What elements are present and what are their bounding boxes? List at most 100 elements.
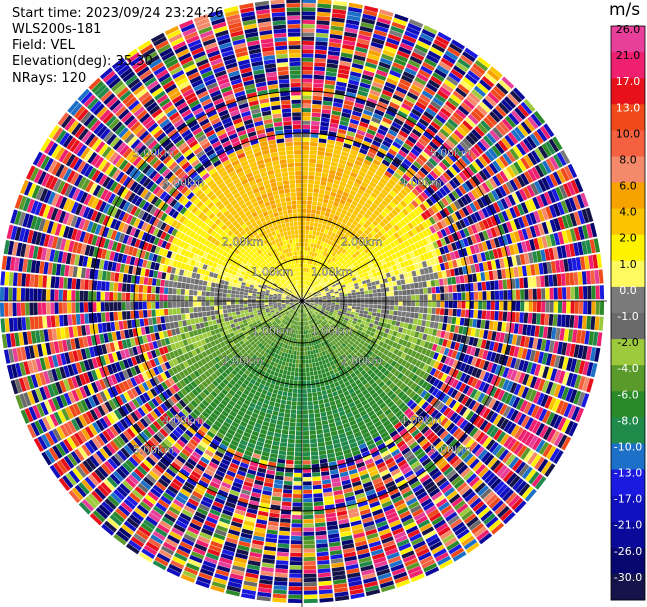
gate-cell	[516, 143, 527, 156]
gate-cell	[361, 260, 367, 265]
gate-cell	[549, 219, 557, 233]
gate-cell	[329, 34, 343, 40]
gate-cell	[465, 166, 475, 177]
gate-cell	[332, 153, 341, 159]
gate-cell	[440, 57, 454, 68]
gate-cell	[277, 373, 283, 378]
gate-cell	[302, 443, 310, 448]
gate-cell	[544, 339, 551, 352]
gate-cell	[573, 315, 579, 329]
gate-cell	[452, 333, 458, 342]
gate-cell	[274, 572, 288, 578]
gate-cell	[427, 50, 442, 61]
gate-cell	[549, 301, 554, 313]
gate-cell	[408, 191, 417, 200]
gate-cell	[306, 255, 309, 260]
gate-cell	[330, 294, 335, 297]
gate-cell	[288, 434, 295, 440]
gate-cell	[361, 17, 376, 25]
gate-cell	[344, 139, 353, 145]
gate-cell	[461, 301, 466, 309]
gate-cell	[355, 288, 360, 293]
gate-cell	[463, 318, 469, 327]
gate-cell	[433, 272, 439, 280]
gate-cell	[320, 386, 326, 391]
gate-cell	[454, 187, 464, 198]
gate-cell	[342, 275, 347, 280]
gate-cell	[347, 126, 357, 133]
gate-cell	[309, 268, 313, 273]
gate-cell	[302, 401, 308, 406]
gate-cell	[435, 264, 442, 272]
gate-cell	[381, 292, 386, 297]
gate-cell	[503, 290, 508, 300]
gate-cell	[363, 310, 369, 315]
gate-cell	[302, 162, 309, 167]
gate-cell	[474, 126, 485, 137]
gate-cell	[335, 297, 340, 299]
gate-cell	[468, 255, 474, 265]
gate-cell	[495, 158, 506, 170]
gate-cell	[418, 118, 430, 127]
gate-cell	[562, 287, 567, 300]
gate-cell	[470, 213, 478, 224]
gate-cell	[374, 25, 389, 33]
gate-cell	[472, 337, 479, 347]
gate-cell	[427, 294, 432, 301]
gate-cell	[313, 493, 323, 498]
gate-cell	[368, 274, 374, 279]
gate-cell	[310, 137, 319, 143]
gate-cell	[581, 225, 589, 239]
gate-cell	[531, 166, 541, 180]
gate-cell	[325, 371, 331, 377]
gate-cell	[316, 289, 320, 293]
gate-cell	[305, 297, 310, 300]
gate-cell	[497, 342, 503, 353]
gate-cell	[522, 138, 534, 151]
gate-cell	[573, 272, 579, 285]
gate-cell	[515, 190, 524, 203]
gate-cell	[323, 242, 328, 248]
gate-cell	[312, 201, 318, 206]
gate-cell	[363, 314, 368, 318]
gate-cell	[376, 308, 382, 313]
gate-cell	[322, 233, 328, 239]
gate-cell	[302, 36, 315, 41]
gate-cell	[348, 193, 355, 200]
gate-cell	[281, 501, 292, 507]
gate-cell	[417, 248, 423, 256]
gate-cell	[403, 247, 409, 255]
gate-cell	[395, 114, 406, 123]
gate-cell	[422, 313, 427, 320]
gate-cell	[345, 285, 351, 289]
gate-cell	[432, 214, 440, 223]
gate-cell	[290, 409, 297, 414]
gate-cell	[291, 405, 297, 410]
gate-cell	[432, 301, 437, 308]
gate-cell	[399, 249, 405, 256]
gate-cell	[372, 113, 383, 121]
gate-cell	[318, 301, 323, 303]
gate-cell	[355, 250, 361, 256]
gate-cell	[328, 199, 334, 205]
gate-cell	[308, 238, 312, 243]
gate-cell	[332, 237, 338, 243]
gate-cell	[376, 151, 385, 159]
gate-cell	[328, 265, 333, 270]
gate-cell	[372, 324, 378, 329]
gate-cell	[580, 330, 586, 344]
gate-cell	[326, 296, 331, 299]
gate-cell	[339, 280, 344, 284]
gate-cell	[509, 219, 517, 231]
gate-cell	[520, 157, 531, 170]
gate-cell	[297, 397, 302, 402]
gate-cell	[371, 285, 377, 290]
gate-cell	[400, 234, 407, 242]
gate-cell	[556, 273, 562, 286]
gate-cell	[325, 152, 333, 157]
gate-cell	[307, 200, 312, 205]
gate-cell	[304, 334, 306, 339]
gate-cell	[402, 34, 417, 44]
gate-cell	[337, 235, 343, 241]
gate-cell	[541, 221, 549, 235]
